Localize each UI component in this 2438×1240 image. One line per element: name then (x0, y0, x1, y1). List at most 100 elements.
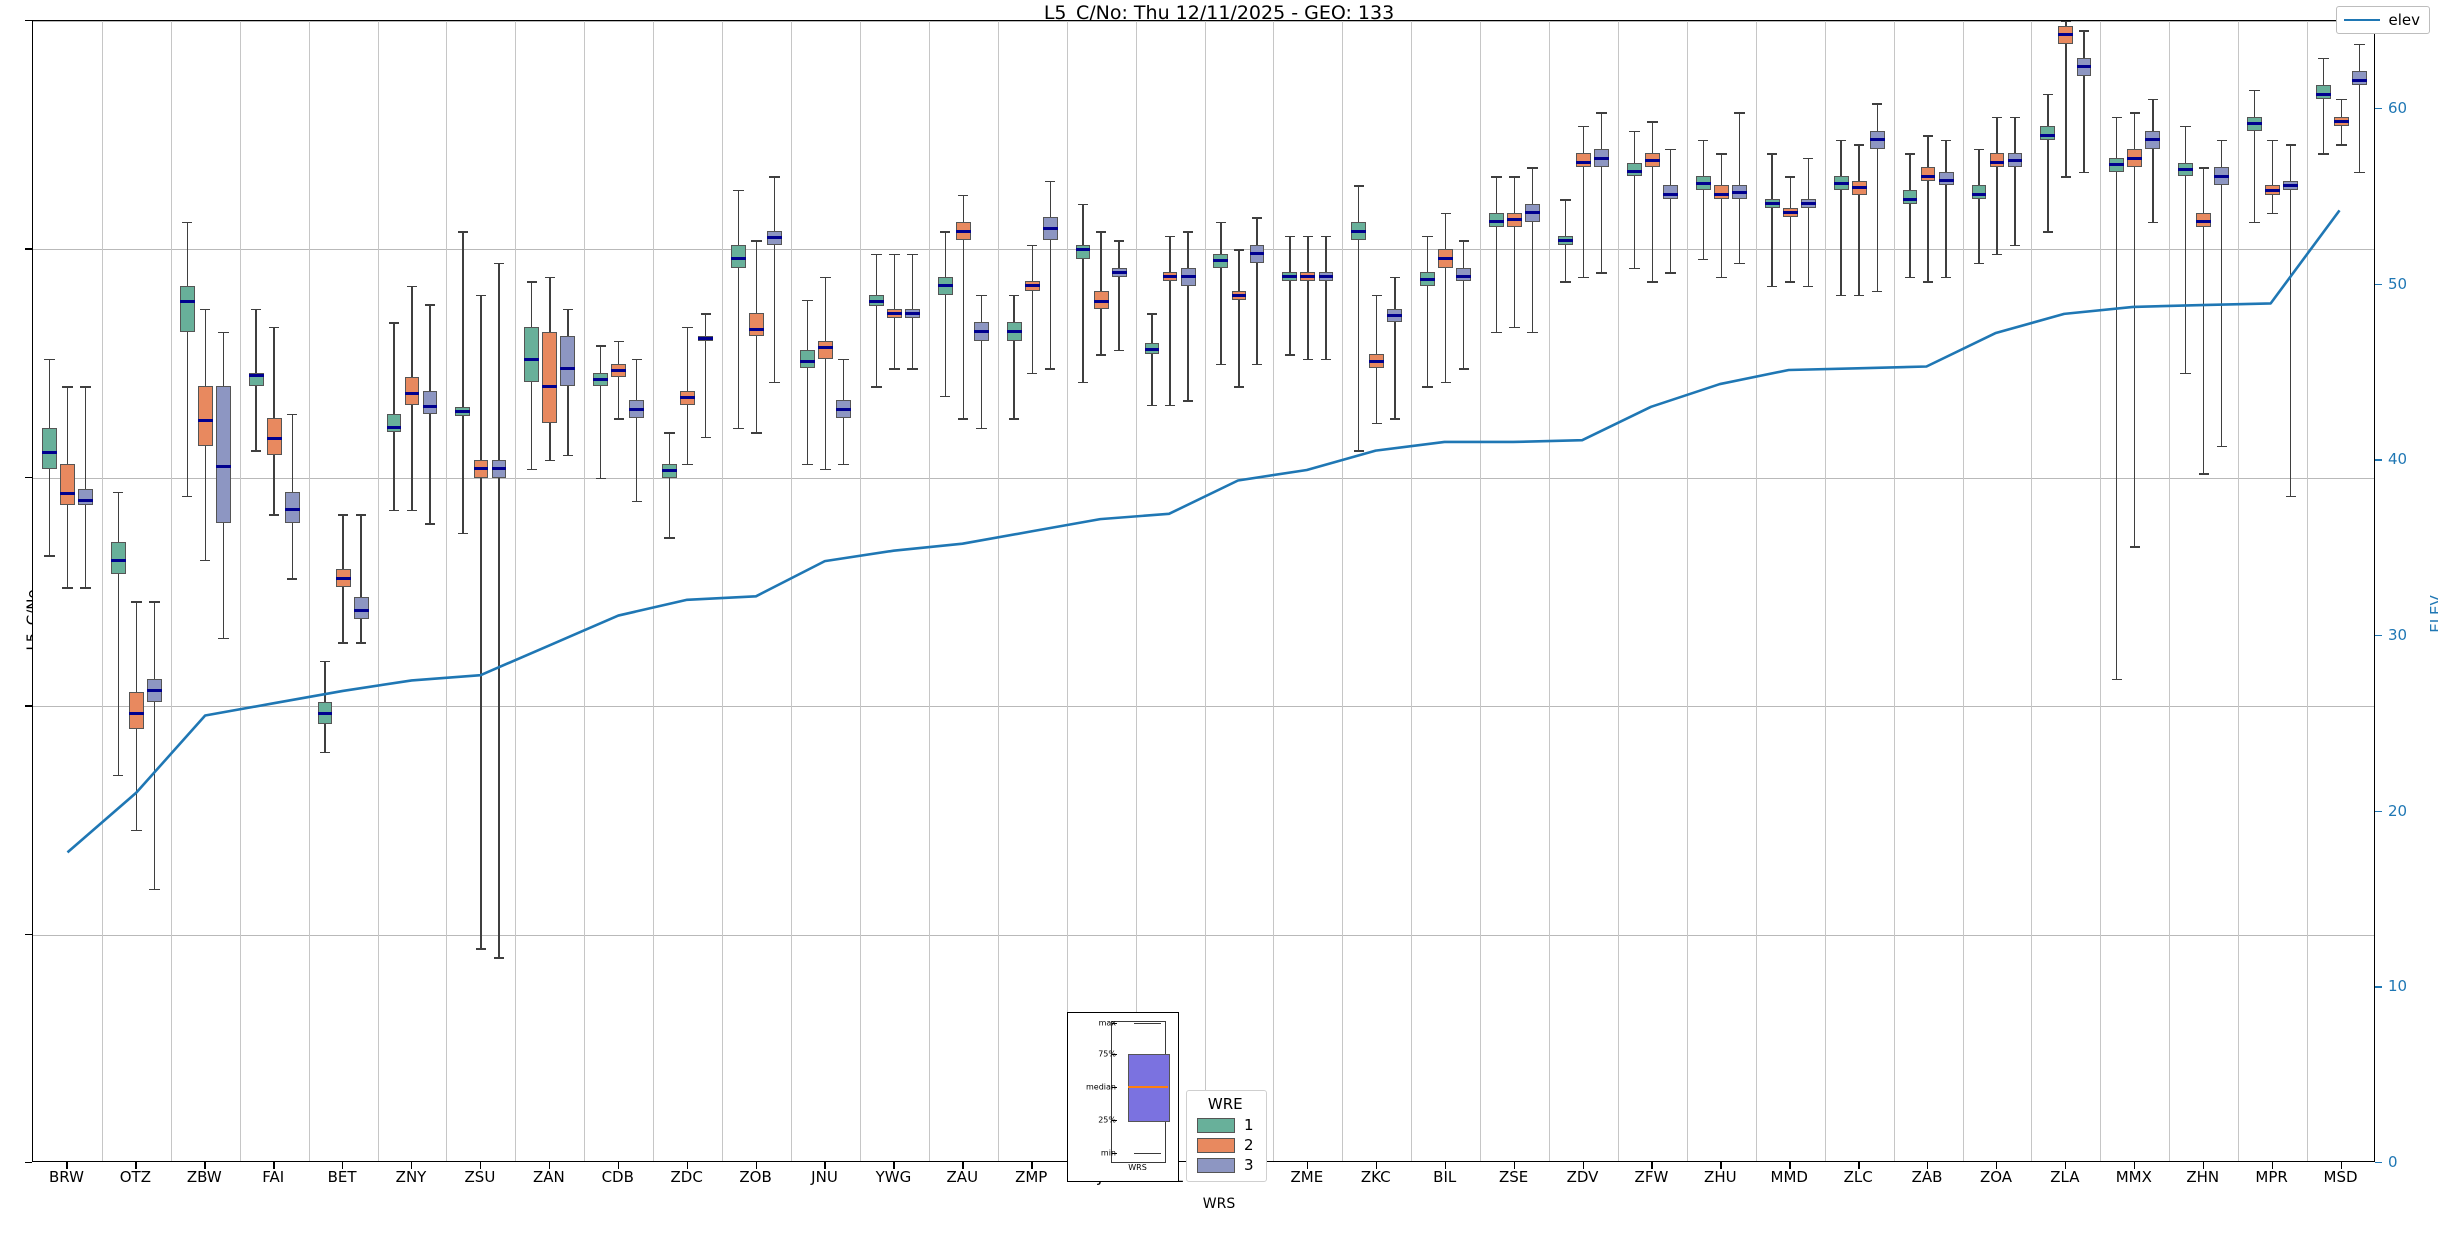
whisker-cap-min (62, 587, 73, 589)
box-median (1093, 300, 1109, 304)
box-median (1282, 275, 1298, 279)
whisker-cap-min (388, 509, 400, 512)
y2-tick-label: 0 (2388, 1153, 2398, 1171)
whisker-cap-min (1872, 290, 1883, 292)
box-brw-wre1[interactable] (41, 427, 57, 469)
box-whisker (1702, 139, 1704, 259)
box-whisker (1118, 240, 1120, 350)
box-median (868, 300, 884, 304)
wre-legend[interactable]: WRE 1 2 3 (1186, 1090, 1267, 1182)
whisker-cap-min (1940, 276, 1952, 279)
x-tick-label-zoa: ZOA (1979, 1168, 2013, 1186)
whisker-cap-max (1716, 153, 1727, 155)
whisker-cap-max (526, 281, 537, 283)
x-tick-label-zla: ZLA (2050, 1168, 2080, 1186)
whisker-cap-max (2111, 116, 2122, 119)
whisker-cap-min (457, 532, 469, 534)
box-whisker (2358, 43, 2361, 172)
box-whisker (773, 176, 776, 382)
chart-title: L5_C/No: Thu 12/11/2025 - GEO: 133 (1043, 2, 1395, 24)
whisker-cap-max (149, 601, 160, 603)
box-whisker (1238, 249, 1240, 387)
x-gridline (1962, 21, 1964, 1161)
box-otz-wre2[interactable] (128, 692, 144, 730)
box-fai-wre2[interactable] (266, 418, 282, 455)
box-zbw-wre3[interactable] (215, 386, 231, 524)
whisker-cap-max (319, 660, 331, 662)
box-zbw-wre2[interactable] (197, 386, 213, 446)
whisker-cap-max (1922, 135, 1934, 137)
box-whisker (599, 345, 602, 478)
box-whisker (1909, 153, 1911, 277)
elev-legend-label: elev (2388, 11, 2420, 29)
whisker-cap-max (2267, 139, 2278, 142)
x-tick-label-zhu: ZHU (1704, 1168, 1737, 1186)
whisker-cap-max (1389, 276, 1400, 279)
box-median (560, 366, 576, 370)
whisker-cap-min (1904, 276, 1916, 279)
box-zob-wre1[interactable] (731, 244, 746, 268)
whisker-cap-min (250, 450, 262, 452)
box-median (2076, 65, 2092, 69)
y2-tick-label: 30 (2388, 625, 2408, 644)
box-zbw-wre1[interactable] (179, 285, 195, 332)
whisker-cap-max (2042, 94, 2054, 96)
box-whisker (618, 340, 620, 419)
box-median (836, 407, 851, 411)
box-whisker (1600, 112, 1603, 273)
box-median (749, 327, 764, 331)
box-whisker (1307, 235, 1309, 360)
y-tick-mark (25, 20, 32, 22)
box-zjx-wre2[interactable] (1093, 290, 1109, 309)
y-gridline (33, 706, 2374, 708)
box-zan-wre3[interactable] (560, 336, 576, 387)
box-otz-wre1[interactable] (110, 541, 126, 574)
whisker-cap-max (1904, 153, 1916, 155)
whisker-cap-min (1422, 386, 1433, 388)
box-zan-wre2[interactable] (542, 331, 558, 423)
box-whisker (1531, 167, 1534, 332)
box-median (1713, 193, 1729, 197)
box-whisker (705, 313, 707, 437)
whisker-cap-max (80, 386, 91, 388)
y-tick-mark (25, 476, 32, 479)
whisker-cap-min (424, 523, 436, 525)
whisker-cap-min (131, 829, 142, 831)
x-tick-mark (1720, 1162, 1722, 1169)
whisker-cap-min (1095, 354, 1107, 356)
wre-legend-item-3[interactable]: 3 (1197, 1156, 1254, 1174)
box-jnu-wre1[interactable] (800, 349, 815, 369)
box-bet-wre3[interactable] (353, 596, 369, 620)
box-whisker (1927, 135, 1929, 282)
whisker-cap-max (2249, 89, 2260, 91)
y2-tick-label: 50 (2388, 274, 2408, 293)
box-whisker (1807, 158, 1809, 286)
whisker-cap-max (682, 327, 693, 329)
whisker-cap-max (475, 295, 487, 297)
y2-tick-mark (2375, 1162, 2382, 1164)
box-median (1576, 161, 1591, 165)
x-gridline (1411, 21, 1413, 1161)
whisker-cap-min (2078, 171, 2090, 174)
wre-legend-item-2[interactable]: 2 (1197, 1136, 1254, 1154)
x-tick-label-zlc: ZLC (1843, 1168, 1873, 1186)
wre-legend-item-1[interactable]: 1 (1197, 1116, 1254, 1134)
box-zan-wre1[interactable] (524, 327, 540, 382)
whisker-cap-max (562, 308, 574, 311)
whisker-cap-min (44, 555, 55, 557)
x-gridline (2031, 21, 2033, 1161)
x-tick-label-cdb: CDB (601, 1168, 634, 1186)
x-tick-label-zan: ZAN (532, 1168, 565, 1186)
box-jnu-wre2[interactable] (818, 340, 833, 360)
box-fai-wre3[interactable] (284, 491, 300, 524)
whisker-cap-max (337, 514, 349, 516)
x-tick-label-zme: ZME (1290, 1168, 1324, 1186)
whisker-cap-min (1146, 404, 1158, 407)
elev-legend[interactable]: elev (2336, 6, 2430, 34)
box-whisker (360, 514, 362, 643)
whisker-cap-min (1027, 372, 1038, 375)
whisker-cap-max (700, 313, 711, 315)
box-median (455, 410, 471, 414)
box-zny-wre2[interactable] (404, 377, 420, 405)
whisker-cap-max (182, 221, 193, 224)
